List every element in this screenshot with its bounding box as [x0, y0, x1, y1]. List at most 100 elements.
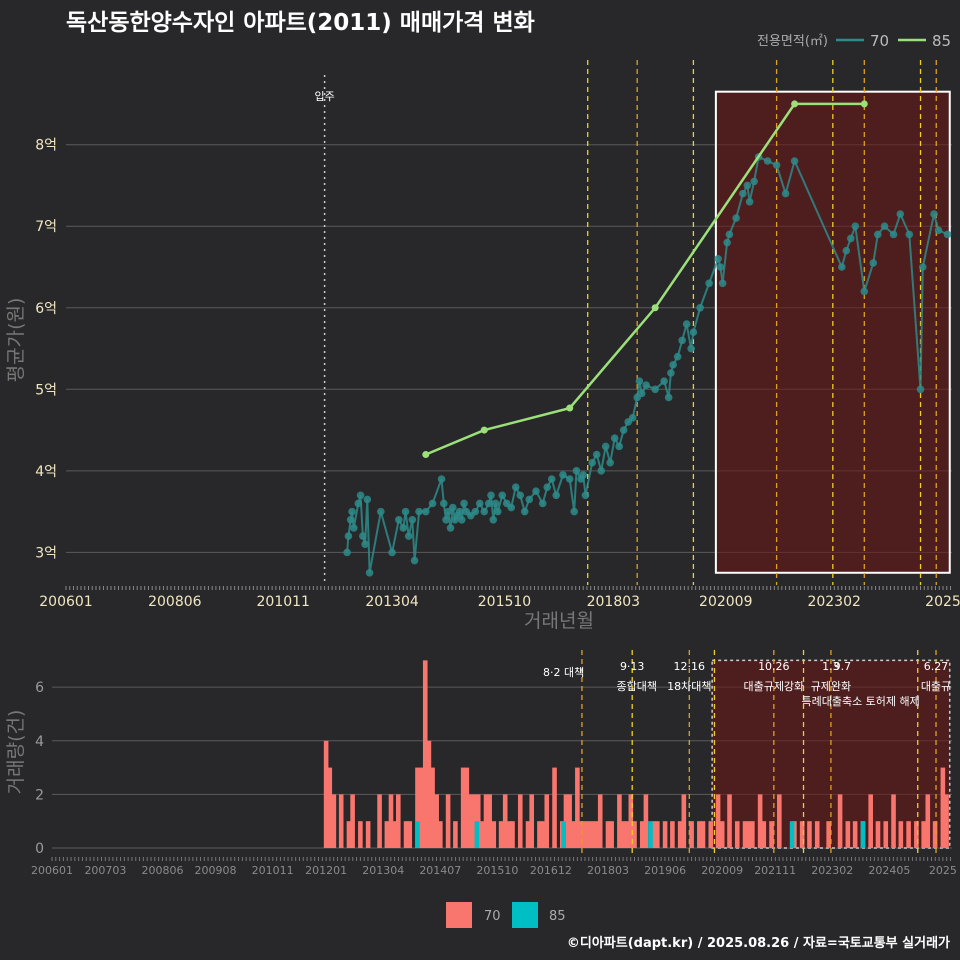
data-point-70 [346, 515, 355, 524]
bottom-legend-swatch-70 [446, 902, 472, 928]
bar-70 [891, 794, 896, 848]
bar-70 [350, 794, 355, 848]
bar-70 [529, 794, 534, 848]
data-point-70 [847, 234, 855, 243]
x-tick-label: 200908 [195, 864, 237, 877]
bar-70 [578, 821, 584, 848]
x-tick-label: 200806 [148, 594, 202, 610]
data-point-70 [361, 540, 369, 549]
data-point-70 [896, 210, 905, 218]
x-tick-label: 201304 [362, 864, 404, 877]
bottom-legend-label-70: 70 [484, 909, 501, 924]
policy-annotation: 특례대출축소 토허제 해제 [801, 694, 919, 708]
data-point-85 [791, 100, 799, 108]
bar-70 [597, 794, 603, 848]
data-point-70 [565, 475, 574, 483]
data-point-70 [516, 491, 525, 500]
data-point-70 [934, 226, 943, 235]
bar-70 [537, 821, 542, 848]
data-point-70 [399, 524, 408, 532]
bar-70 [639, 821, 645, 848]
bar-70 [845, 821, 851, 848]
bar-70 [403, 821, 409, 848]
data-point-70 [678, 336, 686, 345]
data-point-70 [772, 161, 781, 169]
y-tick-label: 0 [35, 841, 44, 857]
data-point-70 [943, 230, 952, 239]
data-point-70 [905, 230, 914, 239]
bar-70 [544, 794, 550, 848]
data-point-70 [930, 210, 938, 218]
data-point-70 [689, 328, 698, 337]
bar-70 [609, 821, 614, 848]
data-point-70 [343, 548, 351, 557]
legend-label-85: 85 [932, 32, 951, 50]
y-axis-title: 평균가(원) [5, 298, 27, 383]
data-point-70 [916, 385, 925, 394]
data-point-70 [460, 499, 468, 508]
bar-70 [757, 794, 763, 848]
data-point-70 [442, 515, 450, 524]
data-point-70 [716, 263, 725, 271]
bar-70 [628, 794, 634, 848]
bar-70 [506, 821, 512, 848]
data-point-70 [543, 483, 552, 491]
y-tick-label: 4 [35, 734, 44, 750]
y-tick-label: 4억 [35, 464, 57, 480]
data-point-70 [842, 246, 851, 255]
bar-70 [875, 821, 881, 848]
y-tick-label: 7억 [35, 219, 57, 235]
data-point-70 [637, 389, 646, 398]
policy-annotation: 12·16 [674, 660, 706, 673]
bar-70 [914, 821, 919, 848]
bar-70 [670, 821, 675, 848]
bar-70 [734, 821, 740, 848]
bar-70 [575, 767, 580, 848]
bar-70 [898, 821, 904, 848]
x-tick-label: 201510 [478, 594, 531, 610]
data-point-70 [606, 458, 614, 467]
x-axis-title: 거래년월 [524, 610, 594, 632]
data-point-70 [725, 230, 734, 239]
bar-70 [769, 821, 774, 848]
data-point-70 [838, 263, 846, 271]
bar-85 [474, 821, 480, 848]
bar-70 [605, 821, 611, 848]
bar-70 [434, 794, 439, 848]
bar-70 [925, 794, 931, 848]
x-tick-label: 201803 [587, 594, 640, 610]
series-line-85 [425, 102, 865, 456]
bar-70 [868, 794, 873, 848]
bottom-legend-swatch-85 [512, 902, 538, 928]
data-point-70 [547, 475, 556, 483]
data-point-70 [421, 507, 430, 516]
bar-70 [384, 821, 390, 848]
x-tick-label: 201407 [419, 864, 461, 877]
data-point-70 [491, 499, 500, 508]
bar-70 [921, 821, 926, 848]
bar-70 [807, 821, 812, 848]
data-point-70 [559, 471, 567, 479]
y-tick-label: 5억 [35, 382, 57, 398]
data-point-70 [750, 177, 758, 186]
data-point-70 [619, 426, 628, 434]
policy-annotation: 대출규 [921, 680, 951, 693]
y-tick-label: 3억 [35, 545, 57, 561]
bar-70 [746, 821, 752, 848]
data-point-70 [487, 491, 495, 500]
bar-85 [561, 821, 566, 848]
bar-70 [517, 794, 523, 848]
bar-70 [624, 821, 630, 848]
data-point-70 [475, 499, 484, 508]
bar-70 [346, 821, 352, 848]
data-point-70 [705, 279, 713, 288]
x-tick-label: 202302 [811, 864, 853, 877]
data-point-70 [552, 491, 561, 500]
x-tick-label: 202302 [807, 594, 860, 610]
data-point-70 [860, 287, 869, 296]
data-point-70 [377, 507, 385, 516]
bar-70 [799, 821, 805, 848]
bar-70 [582, 821, 588, 848]
data-point-70 [410, 556, 419, 565]
